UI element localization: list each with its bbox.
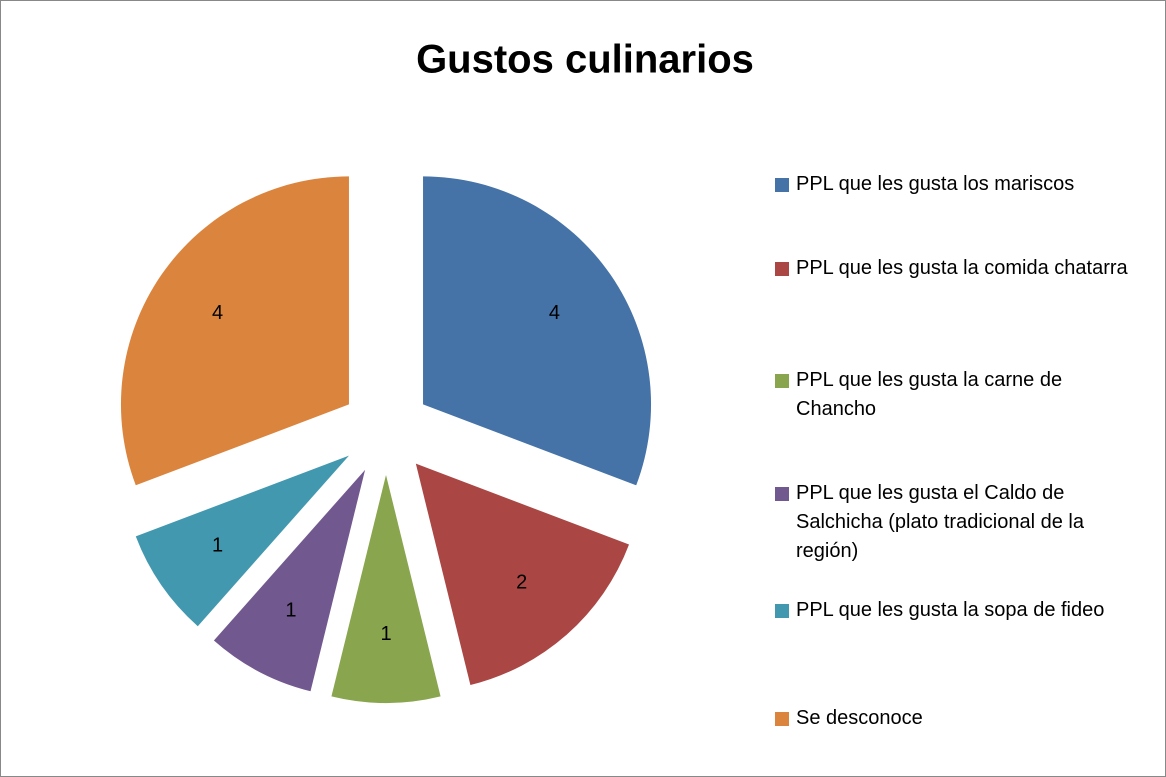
data-label: 4	[549, 302, 560, 324]
legend-label: PPL que les gusta el Caldo de Salchicha …	[796, 482, 1084, 562]
data-label: 2	[516, 571, 527, 593]
pie-slice	[423, 176, 652, 486]
pie-slice	[135, 455, 349, 627]
legend-item: PPL que les gusta la carne de Chancho	[775, 366, 1147, 424]
legend-swatch	[775, 487, 789, 501]
legend-swatch	[775, 262, 789, 276]
legend-label: PPL que les gusta la carne de Chancho	[796, 369, 1063, 420]
pie-slice	[415, 463, 630, 686]
legend-item: PPL que les gusta los mariscos	[775, 170, 1147, 199]
legend-label: Se desconoce	[796, 707, 923, 729]
data-label: 4	[212, 302, 223, 324]
legend-label: PPL que les gusta la comida chatarra	[796, 257, 1128, 279]
legend-swatch	[775, 374, 789, 388]
data-label: 1	[285, 599, 296, 621]
legend-item: Se desconoce	[775, 704, 1147, 733]
legend-item: PPL que les gusta la comida chatarra	[775, 254, 1147, 283]
legend-item: PPL que les gusta el Caldo de Salchicha …	[775, 479, 1147, 566]
legend-label: PPL que les gusta los mariscos	[796, 173, 1075, 195]
pie-slice	[331, 475, 441, 704]
legend-swatch	[775, 178, 789, 192]
legend-swatch	[775, 604, 789, 618]
legend-label: PPL que les gusta la sopa de fideo	[796, 599, 1105, 621]
pie-slice	[213, 469, 366, 692]
legend-swatch	[775, 712, 789, 726]
chart-title: Gustos culinarios	[416, 38, 754, 82]
data-label: 1	[212, 535, 223, 557]
legend-item: PPL que les gusta la sopa de fideo	[775, 596, 1147, 625]
data-label: 1	[380, 623, 391, 645]
pie-slice	[120, 176, 349, 486]
